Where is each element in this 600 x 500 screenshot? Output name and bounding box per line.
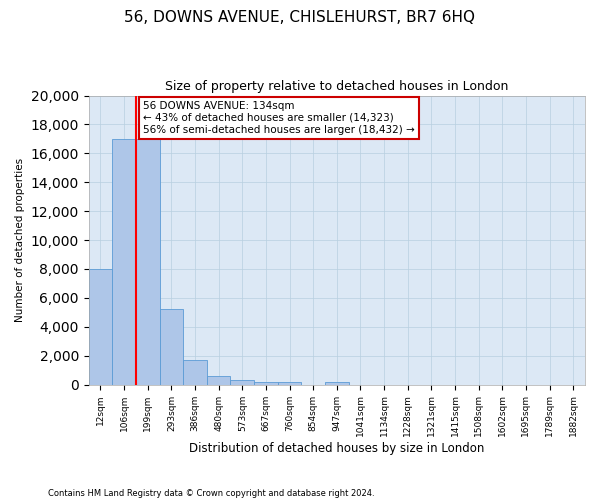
- Y-axis label: Number of detached properties: Number of detached properties: [15, 158, 25, 322]
- Bar: [183, 360, 207, 384]
- X-axis label: Distribution of detached houses by size in London: Distribution of detached houses by size …: [189, 442, 485, 455]
- Bar: [112, 139, 136, 384]
- Bar: [325, 382, 349, 384]
- Bar: [89, 269, 112, 384]
- Bar: [207, 376, 230, 384]
- Title: Size of property relative to detached houses in London: Size of property relative to detached ho…: [165, 80, 509, 93]
- Text: 56 DOWNS AVENUE: 134sqm
← 43% of detached houses are smaller (14,323)
56% of sem: 56 DOWNS AVENUE: 134sqm ← 43% of detache…: [143, 102, 415, 134]
- Bar: [160, 310, 183, 384]
- Bar: [278, 382, 301, 384]
- Bar: [230, 380, 254, 384]
- Bar: [254, 382, 278, 384]
- Text: 56, DOWNS AVENUE, CHISLEHURST, BR7 6HQ: 56, DOWNS AVENUE, CHISLEHURST, BR7 6HQ: [125, 10, 476, 25]
- Text: Contains HM Land Registry data © Crown copyright and database right 2024.: Contains HM Land Registry data © Crown c…: [48, 488, 374, 498]
- Bar: [136, 139, 160, 384]
